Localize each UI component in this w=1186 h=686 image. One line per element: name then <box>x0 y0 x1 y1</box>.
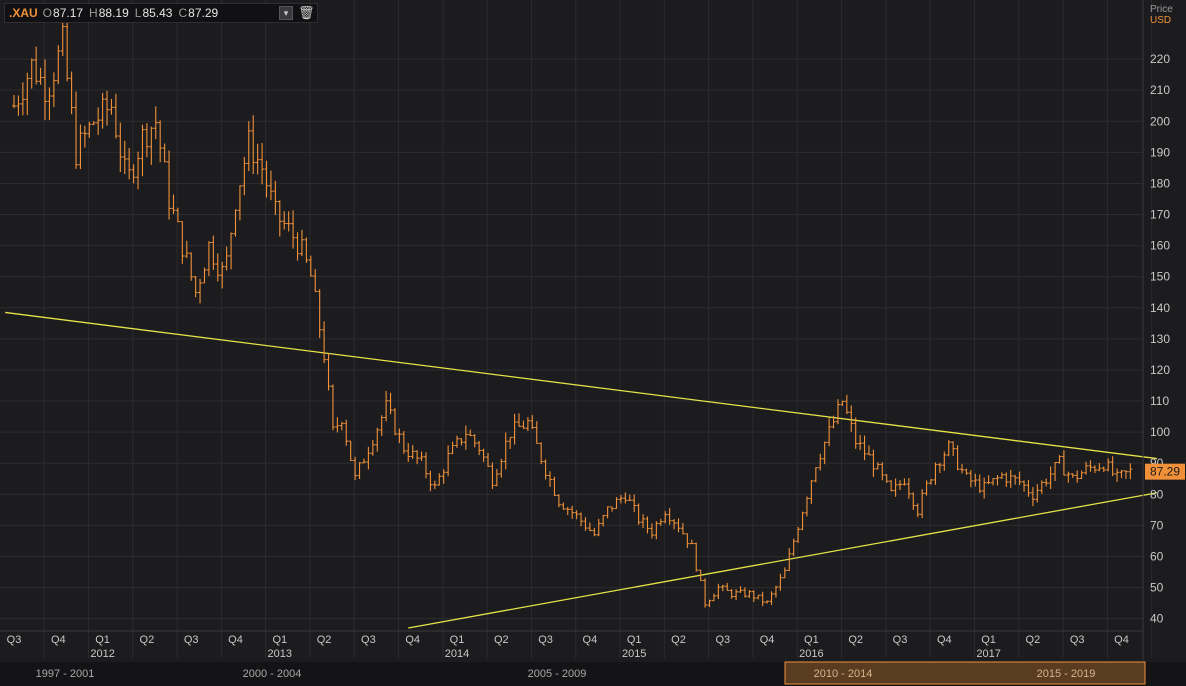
x-quarter-label: Q4 <box>937 634 952 646</box>
trendline-upper <box>5 311 1158 460</box>
x-quarter-label: Q3 <box>184 634 199 646</box>
plot-background <box>0 0 1143 660</box>
y-tick-label: 120 <box>1150 363 1170 377</box>
x-quarter-label: Q3 <box>715 634 730 646</box>
y-tick-label: 60 <box>1150 549 1164 563</box>
x-quarter-label: Q4 <box>760 634 775 646</box>
y-tick-label: 180 <box>1150 176 1170 190</box>
x-quarter-label: Q3 <box>538 634 553 646</box>
y-tick-label: 70 <box>1150 518 1164 532</box>
high-label: H <box>89 6 98 20</box>
x-quarter-label: Q2 <box>848 634 863 646</box>
y-tick-label: 200 <box>1150 114 1170 128</box>
range-navigator[interactable]: 1997 - 2001 2000 - 2004 2005 - 2009 2010 - … <box>0 661 1186 686</box>
trash-icon[interactable]: 🗑 <box>298 5 315 20</box>
y-tick-label: 50 <box>1150 581 1164 595</box>
trendlines <box>5 311 1158 629</box>
open-value: 87.17 <box>53 6 84 20</box>
y-tick-label: 160 <box>1150 239 1170 253</box>
y-tick-label: 40 <box>1150 612 1164 626</box>
x-year-label: 2012 <box>90 648 114 660</box>
x-quarter-label: Q2 <box>671 634 686 646</box>
x-quarter-label: Q2 <box>317 634 332 646</box>
y-tick-label: 110 <box>1150 394 1169 408</box>
x-quarter-label: Q4 <box>228 634 243 646</box>
x-quarter-label: Q3 <box>7 634 22 646</box>
navigator-range-label: 2010 - 2014 <box>814 668 873 680</box>
currency-label: USD <box>1150 15 1172 26</box>
x-year-label: 2017 <box>976 648 1000 660</box>
y-tick-label: 130 <box>1150 332 1170 346</box>
high-value: 88.19 <box>98 6 129 20</box>
x-quarter-label: Q1 <box>627 634 642 646</box>
x-quarter-label: Q3 <box>1070 634 1085 646</box>
navigator-selection <box>784 661 1146 685</box>
close-value: 87.29 <box>188 6 219 20</box>
y-tick-label: 220 <box>1150 52 1170 66</box>
y-tick-label: 170 <box>1150 208 1170 222</box>
x-quarter-label: Q4 <box>583 634 598 646</box>
price-label: Price <box>1150 4 1173 15</box>
x-quarter-label: Q2 <box>494 634 509 646</box>
x-quarter-label: Q2 <box>140 634 155 646</box>
x-quarter-label: Q1 <box>95 634 110 646</box>
chevron-down-icon[interactable]: ▾ <box>279 6 293 20</box>
x-year-label: 2014 <box>445 648 469 660</box>
price-header: Price USD <box>1150 4 1173 26</box>
navigator-range-label: 2005 - 2009 <box>528 668 587 680</box>
y-tick-label: 100 <box>1150 425 1170 439</box>
y-tick-label: 210 <box>1150 83 1170 97</box>
last-price-tag: 87.29 <box>1145 463 1185 480</box>
y-axis: 4050607080901001101201301401501601701801… <box>1142 0 1170 660</box>
last-price-bg <box>1145 463 1185 480</box>
price-bars <box>12 16 1133 608</box>
x-axis: Q3 Q4 Q1 Q2 Q3 Q4 Q1 Q2 Q3 Q4 Q1 Q2 Q3 Q4 Q1 Q2 Q3 Q4 Q1 Q2… <box>0 630 1143 660</box>
x-year-label: 2013 <box>268 648 292 660</box>
x-quarter-label: Q4 <box>1114 634 1129 646</box>
navigator-range-label: 2015 - 2019 <box>1037 668 1096 680</box>
last-price-value: 87.29 <box>1150 465 1180 479</box>
x-year-label: 2016 <box>799 648 823 660</box>
x-quarter-label: Q4 <box>405 634 420 646</box>
x-quarter-label: Q1 <box>981 634 996 646</box>
x-quarter-label: Q1 <box>804 634 819 646</box>
y-tick-label: 140 <box>1150 301 1170 315</box>
close-label: C <box>178 6 188 20</box>
instrument-symbol[interactable]: .XAU <box>9 6 38 20</box>
low-label: L <box>134 6 142 20</box>
x-year-label: 2015 <box>622 648 646 660</box>
y-tick-label: 80 <box>1150 487 1164 501</box>
trendline-lower <box>408 492 1158 629</box>
open-label: O <box>42 6 53 20</box>
legend-box: .XAU O 87.17 H 88.19 L 85.43 C 87.29 ▾ 🗑 <box>4 3 318 23</box>
navigator-range-label: 2000 - 2004 <box>243 668 302 680</box>
x-quarter-label: Q4 <box>51 634 66 646</box>
x-quarter-label: Q1 <box>450 634 465 646</box>
x-quarter-label: Q1 <box>272 634 287 646</box>
y-tick-label: 190 <box>1150 145 1170 159</box>
navigator-range-label: 1997 - 2001 <box>36 668 95 680</box>
x-quarter-label: Q3 <box>361 634 376 646</box>
x-quarter-label: Q2 <box>1026 634 1041 646</box>
y-tick-label: 150 <box>1150 270 1170 284</box>
low-value: 85.43 <box>142 6 173 20</box>
grid-lines <box>0 0 1153 660</box>
x-quarter-label: Q3 <box>893 634 908 646</box>
